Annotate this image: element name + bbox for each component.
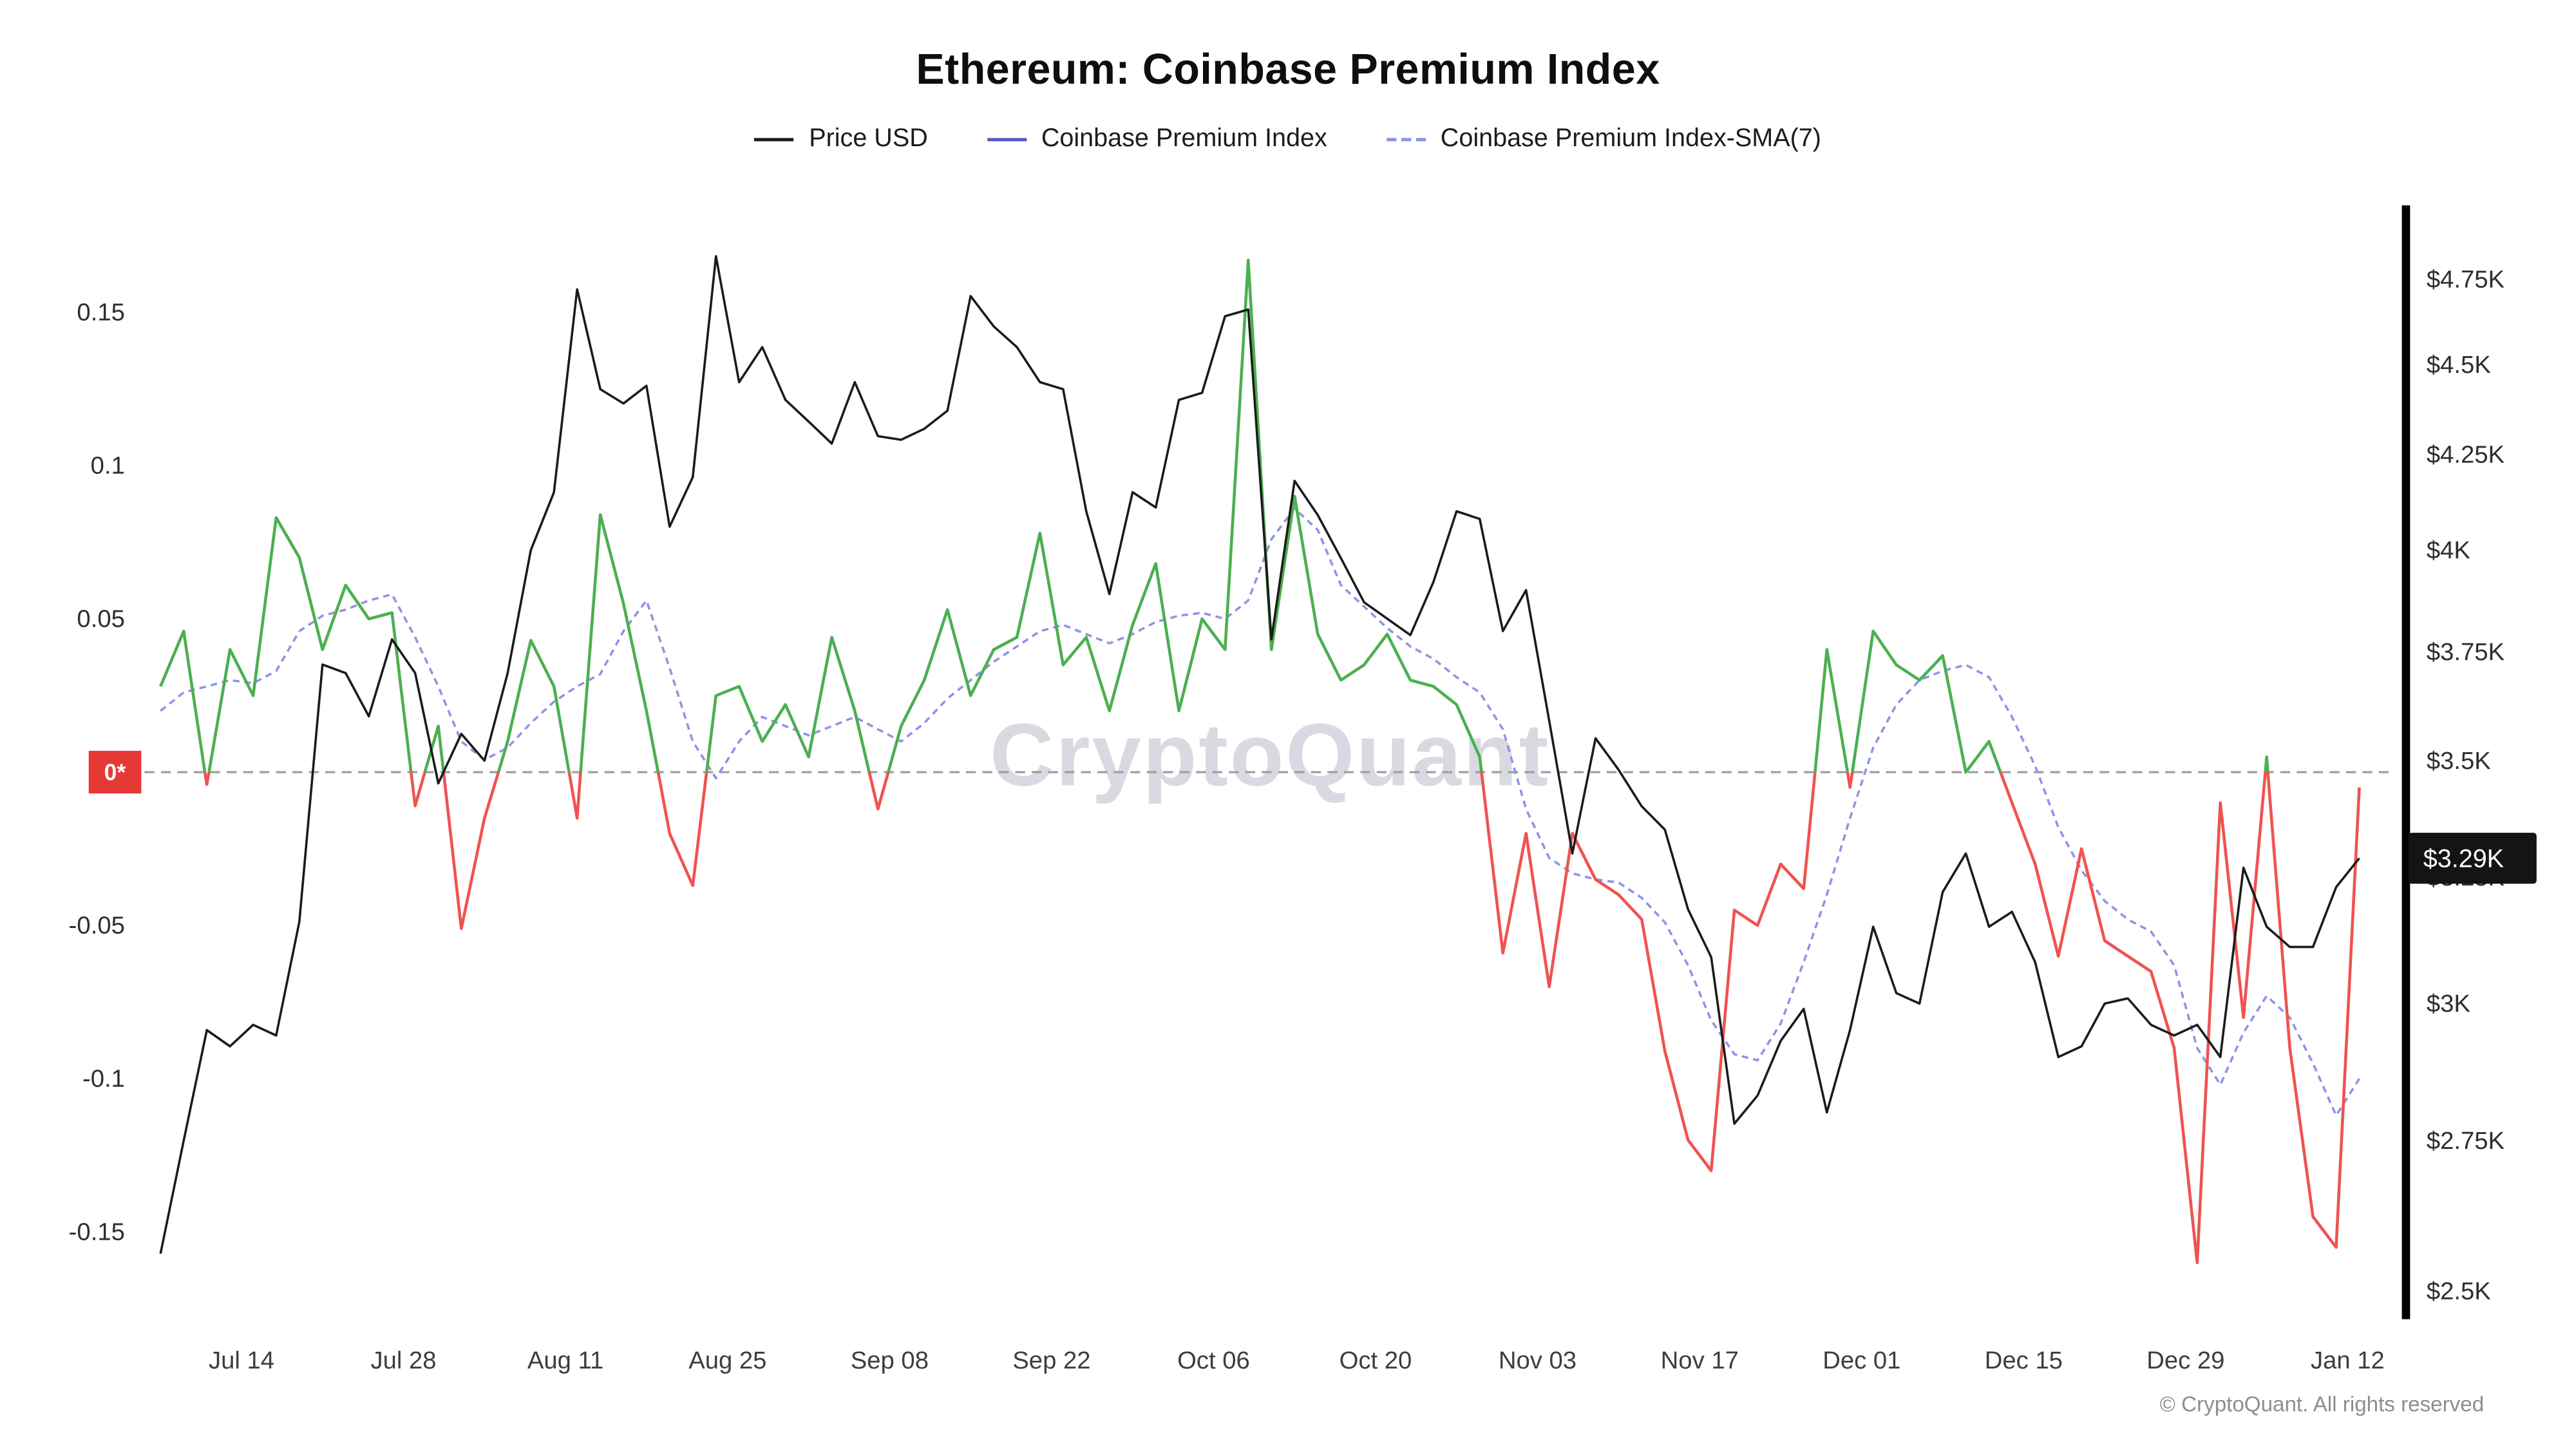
legend: Price USD Coinbase Premium Index Coinbas… — [0, 125, 2576, 155]
coinbase-premium-index-line-negative — [2266, 772, 2361, 1249]
legend-label-price-usd: Price USD — [809, 124, 928, 153]
left-axis-tick-label: 0.1 — [91, 452, 125, 480]
right-axis-tick-label: $4K — [2427, 536, 2471, 564]
legend-item-premium-sma7[interactable]: Coinbase Premium Index-SMA(7) — [1386, 124, 1821, 155]
x-axis-tick-label: Nov 17 — [1661, 1347, 1739, 1374]
coinbase-premium-index-line-negative — [567, 772, 582, 820]
x-axis-tick-label: Nov 03 — [1499, 1347, 1577, 1374]
x-axis-tick-label: Jul 28 — [370, 1347, 436, 1374]
coinbase-premium-index-line-positive — [497, 639, 571, 773]
x-axis-tick-label: Oct 06 — [1177, 1347, 1250, 1374]
x-axis-tick-label: Dec 01 — [1823, 1347, 1900, 1374]
watermark: CryptoQuant — [990, 705, 1550, 804]
x-axis-tick-label: Dec 29 — [2146, 1347, 2224, 1374]
legend-label-premium-sma7: Coinbase Premium Index-SMA(7) — [1440, 124, 1821, 153]
coinbase-premium-index-line-negative — [442, 772, 500, 931]
legend-item-price-usd[interactable]: Price USD — [755, 125, 928, 155]
coinbase-premium-index-line-negative — [1846, 772, 1854, 789]
left-axis-tick-label: -0.15 — [69, 1218, 125, 1246]
x-axis-tick-label: Dec 15 — [1985, 1347, 2063, 1374]
right-axis-tick-label: $4.5K — [2427, 351, 2491, 379]
coinbase-premium-index-line-negative — [656, 772, 708, 887]
left-axis-tick-label: 0.05 — [77, 605, 124, 633]
premium-line-swatch-icon — [987, 138, 1027, 142]
right-axis-tick-label: $4.25K — [2427, 441, 2505, 469]
right-axis-tick-label: $3.75K — [2427, 638, 2505, 666]
right-axis-tick-label: $2.5K — [2427, 1278, 2491, 1305]
coinbase-premium-index-line-positive — [705, 636, 871, 773]
legend-item-coinbase-premium-index[interactable]: Coinbase Premium Index — [987, 125, 1327, 155]
coinbase-premium-index-line-positive — [2264, 755, 2269, 773]
last-price-badge-label: $3.29K — [2423, 845, 2504, 873]
coinbase-premium-index-line-negative — [867, 772, 890, 811]
left-axis-tick-label: -0.05 — [69, 912, 125, 940]
right-axis-bar — [2401, 205, 2410, 1320]
chart-title: Ethereum: Coinbase Premium Index — [916, 44, 1660, 94]
legend-label-coinbase-premium-index: Coinbase Premium Index — [1041, 124, 1327, 153]
x-axis-tick-label: Jan 12 — [2311, 1347, 2385, 1374]
x-axis-tick-label: Aug 25 — [688, 1347, 766, 1374]
coinbase-premium-index-line-negative — [203, 772, 211, 786]
price-line-swatch-icon — [755, 138, 795, 142]
coinbase-premium-index-line-positive — [159, 629, 207, 773]
coinbase-premium-index-line-positive — [1851, 629, 2002, 774]
left-axis-tick-label: 0.15 — [77, 299, 124, 327]
coinbase-premium-index-line-positive — [1814, 648, 1850, 773]
coinbase-premium-index-line-positive — [887, 258, 1483, 773]
coinbase-premium-index-line-positive — [207, 516, 413, 773]
right-axis-tick-label: $3K — [2427, 990, 2471, 1018]
coinbase-premium-index-line-negative — [1999, 772, 2267, 1265]
right-axis-tick-label: $2.75K — [2427, 1127, 2505, 1155]
last-price-badge — [2408, 833, 2537, 884]
right-axis-tick-label: $4.75K — [2427, 265, 2505, 293]
price-usd-line — [159, 255, 2360, 1255]
premium-sma7-line — [160, 507, 2361, 1117]
zero-value-badge-label: 0* — [104, 760, 126, 786]
left-axis-tick-label: -0.1 — [82, 1065, 125, 1093]
sma-line-swatch-icon — [1386, 138, 1426, 142]
zero-value-badge — [88, 750, 142, 794]
x-axis-tick-label: Oct 20 — [1340, 1347, 1412, 1374]
coinbase-premium-index-line-positive — [579, 513, 660, 773]
x-axis-tick-label: Jul 14 — [209, 1347, 274, 1374]
coinbase-premium-index-line-positive — [423, 724, 446, 773]
x-axis-tick-label: Sep 22 — [1012, 1347, 1090, 1374]
coinbase-premium-index-line-negative — [409, 772, 426, 808]
x-axis-tick-label: Sep 08 — [851, 1347, 929, 1374]
x-axis-tick-label: Aug 11 — [527, 1347, 603, 1374]
right-axis-tick-label: $3.5K — [2427, 747, 2491, 775]
coinbase-premium-index-line-negative — [1480, 772, 1817, 1173]
copyright-notice: © CryptoQuant. All rights reserved — [2159, 1391, 2485, 1416]
